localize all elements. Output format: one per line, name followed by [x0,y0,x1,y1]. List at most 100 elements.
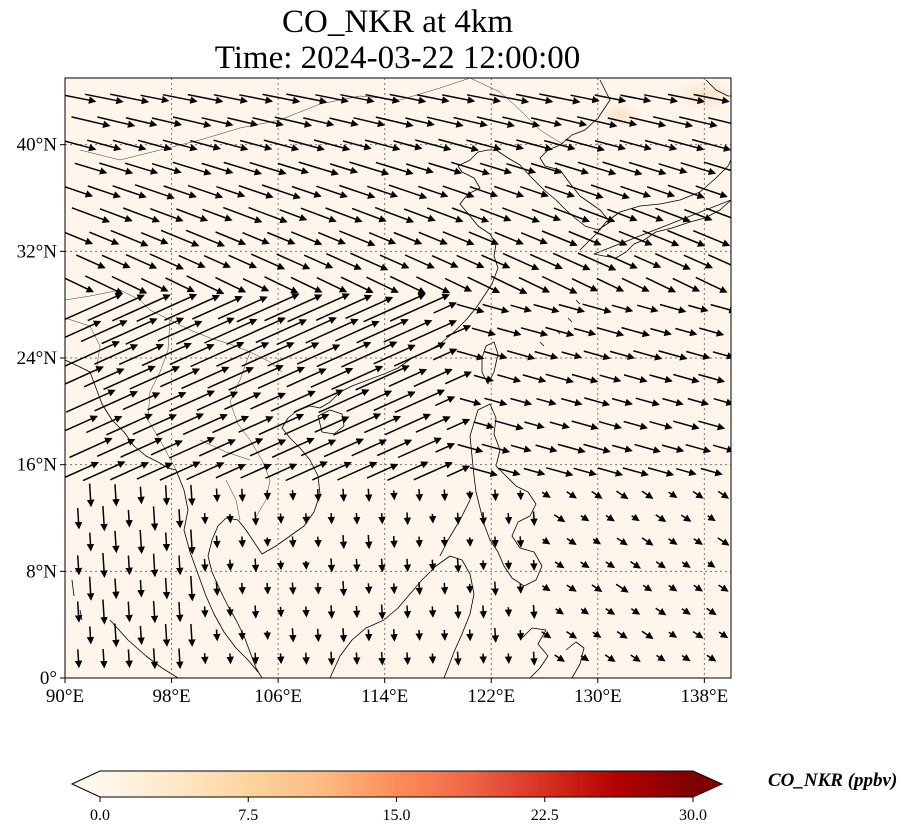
wind-arrow [69,437,113,459]
wind-arrow [708,117,731,128]
wind-arrow [276,653,285,665]
wind-arrow [124,162,159,175]
wind-arrow [428,606,437,618]
map-title-line2: Time: 2024-03-22 12:00:00 [214,40,581,76]
wind-arrow [83,368,125,388]
wind-arrow [186,462,225,481]
wind-arrow [339,488,348,502]
wind-arrow [605,560,616,569]
wind-arrow [584,397,611,407]
wind-arrow [490,275,528,294]
wind-arrow [557,443,586,454]
wind-arrow [182,413,228,436]
wind-arrow [451,207,490,223]
wind-arrow [226,513,234,524]
wind-arrow [378,513,386,525]
wind-arrow [389,93,427,105]
wind-arrow [252,117,284,128]
wind-arrow [566,537,577,546]
lat-tick-label: 16°N [17,455,58,476]
wind-arrow [604,654,616,662]
wind-arrow [378,604,386,620]
wind-arrow [163,185,197,199]
wind-arrow [175,509,184,529]
wind-arrow [201,512,209,525]
wind-arrow [502,116,541,128]
wind-arrow [516,490,525,501]
wind-arrow [379,254,410,269]
wind-arrow [339,230,376,247]
wind-arrow [162,532,171,552]
wind-arrow [85,415,123,434]
wind-arrow [352,512,361,525]
wind-arrow [642,230,680,247]
wind-arrow [450,161,491,176]
wind-arrow [191,295,243,320]
wind-arrow [415,139,452,152]
wind-arrow [346,390,393,412]
wind-arrow [609,350,636,360]
wind-arrow [580,560,590,569]
wind-arrow [553,514,566,523]
wind-arrow [65,341,120,367]
wind-arrow [596,326,625,337]
lon-tick-label: 138°E [681,686,729,707]
wind-arrow [388,368,428,387]
wind-arrow [433,302,457,314]
wind-arrow [87,294,145,322]
wind-arrow [226,317,286,345]
wind-arrow [65,293,123,321]
wind-arrow [546,467,574,477]
wind-arrow [580,513,590,522]
wind-arrow [415,489,424,502]
wind-arrow [580,653,590,662]
wind-arrow [717,490,730,499]
wind-arrow [300,439,337,457]
colorbar-gradient [100,771,693,797]
wind-arrow [545,373,574,384]
wind-arrow [122,207,161,223]
wind-arrow [545,326,575,338]
wind-arrow [619,139,652,151]
wind-vectors [65,93,731,670]
wind-arrow [388,184,428,200]
wind-arrow [151,162,182,175]
wind-arrow [373,344,416,365]
wind-arrow [242,278,270,292]
wind-arrow [71,207,111,224]
wind-arrow [656,654,666,662]
wind-arrow [150,207,184,223]
wind-arrow [541,583,551,592]
wind-arrow [248,206,288,224]
wind-arrow [555,607,565,615]
wind-arrow [597,467,624,477]
wind-arrow [432,348,458,361]
wind-arrow [418,185,449,198]
wind-arrow [394,389,446,413]
wind-arrow [554,654,565,662]
wind-arrow [74,649,83,669]
wind-arrow [339,535,348,550]
wind-arrow [529,253,563,270]
wind-arrow [213,535,221,549]
wind-arrow [484,350,508,360]
wind-arrow [267,342,320,367]
wind-arrow [541,230,578,247]
wind-arrow [315,94,349,104]
wind-arrow [561,351,583,360]
wind-arrow [350,252,389,271]
wind-arrow [605,514,615,522]
wind-arrow [150,553,159,578]
wind-arrow [213,488,221,503]
wind-arrow [686,350,711,360]
bay-of-bengal-coast [65,359,177,471]
wind-arrow [510,444,532,453]
border-line [469,78,571,149]
wind-arrow [553,207,591,223]
wind-arrow [364,488,373,502]
wind-arrow [440,629,449,641]
wind-arrow [125,254,158,269]
wind-arrow [74,555,83,576]
wind-arrow [190,341,245,368]
wind-arrow [376,439,413,457]
